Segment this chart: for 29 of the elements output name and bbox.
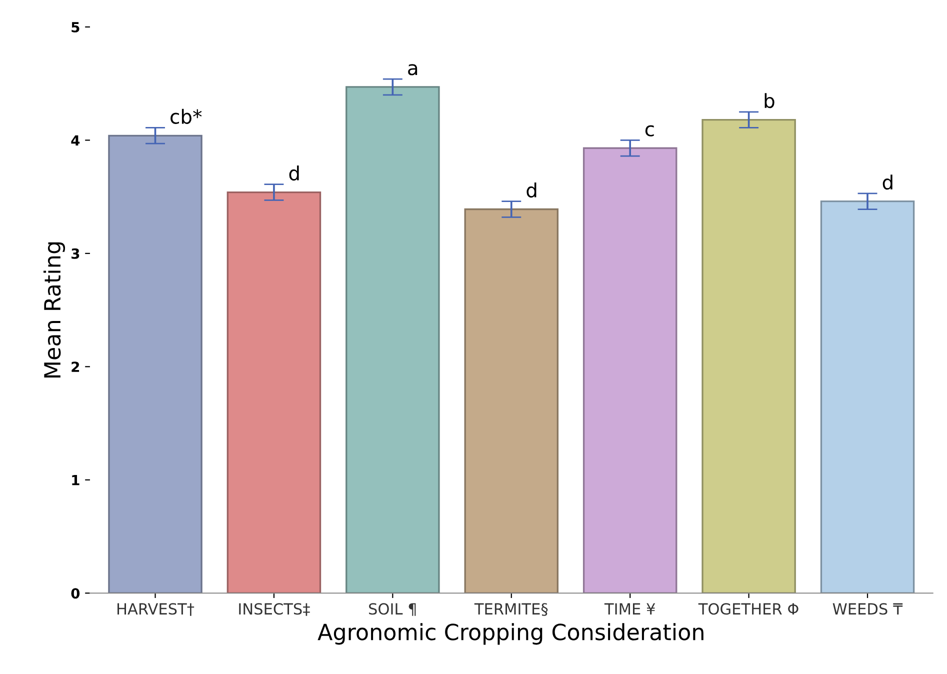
annotation: d	[526, 182, 536, 198]
x-tick-label: HARVEST†	[118, 603, 194, 616]
bar	[108, 134, 202, 594]
annotation: b	[764, 93, 774, 108]
x-tick-label: TIME ¥	[604, 603, 656, 614]
x-tick-label: WEEDS ₸	[832, 603, 903, 615]
annotation: d	[882, 174, 892, 190]
y-tick-label: 3	[72, 248, 80, 259]
x-axis-title: Agronomic Cropping Consideration	[318, 623, 704, 645]
annotation: c	[645, 125, 654, 136]
bar	[226, 191, 322, 594]
x-tick-label: INSECTS‡	[239, 603, 310, 616]
x-tick-label: TERMITE§	[474, 603, 548, 616]
annotation: cb*	[170, 108, 202, 124]
bar	[582, 147, 678, 594]
y-tick-label: 1	[72, 475, 80, 486]
y-tick-label: 0	[71, 588, 80, 599]
y-tick-label: 5	[72, 22, 80, 32]
bar	[464, 208, 559, 594]
annotation: a	[408, 64, 418, 76]
y-axis-title: Mean Rating	[44, 242, 66, 378]
annotation: d	[289, 166, 299, 181]
y-tick-label: 2	[72, 362, 80, 372]
x-tick-label: SOIL ¶	[369, 603, 416, 616]
y-tick-label: 4	[71, 135, 80, 146]
bar	[702, 118, 796, 594]
bar	[346, 86, 440, 594]
bar	[820, 200, 915, 594]
x-tick-label: TOGETHER Φ	[698, 603, 798, 615]
